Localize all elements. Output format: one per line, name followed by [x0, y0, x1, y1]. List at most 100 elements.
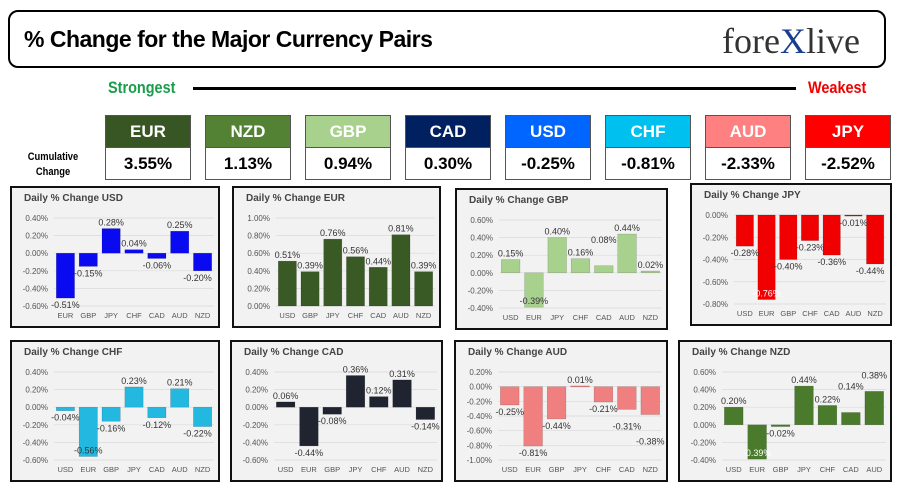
y-tick-label: 0.20% [469, 368, 492, 377]
data-label: 0.21% [167, 378, 193, 388]
y-tick-label: -0.40% [23, 438, 48, 447]
y-tick-label: -0.60% [243, 456, 268, 465]
currency-name: CAD [405, 115, 491, 148]
bar [124, 249, 144, 254]
bar [770, 424, 791, 427]
x-tick-label: JPY [326, 311, 340, 320]
bar [124, 386, 144, 408]
currency-box-usd: USD -0.25% [505, 115, 591, 180]
chart-eur: Daily % Change EUR 0.00% 0.20% 0.40% 0.60% 0.… [232, 186, 441, 328]
y-tick-label: -0.60% [23, 456, 48, 465]
bar [546, 386, 567, 420]
currency-name: USD [505, 115, 591, 148]
x-tick-label: JPY [550, 313, 564, 322]
data-label: 0.01% [567, 375, 593, 385]
chart-chf: Daily % Change CHF -0.60% -0.40% -0.20% 0.00… [10, 340, 220, 482]
x-tick-label: USD [503, 313, 519, 322]
x-tick-label: GBP [324, 465, 340, 474]
currency-box-nzd: NZD 1.13% [205, 115, 291, 180]
currency-cumulative-value: -2.52% [805, 148, 891, 180]
data-label: -0.04% [51, 413, 80, 423]
bar [193, 406, 212, 427]
x-tick-label: GBP [80, 311, 96, 320]
chart-aud: Daily % Change AUD -1.00% -0.80% -0.60% -0.4… [454, 340, 668, 482]
x-tick-label: USD [737, 309, 753, 318]
x-tick-label: NZD [643, 313, 659, 322]
x-tick-label: AUD [172, 465, 188, 474]
y-tick-label: -0.40% [691, 456, 716, 465]
x-tick-label: CHF [596, 465, 612, 474]
x-tick-label: JPY [573, 465, 587, 474]
x-tick-label: USD [279, 311, 295, 320]
y-tick-label: -0.60% [703, 278, 728, 287]
bar [368, 267, 388, 307]
bar [724, 406, 744, 426]
y-tick-label: -0.40% [23, 284, 48, 293]
data-label: -0.14% [411, 422, 440, 432]
data-label: 0.16% [568, 248, 594, 258]
x-tick-label: CHF [573, 313, 589, 322]
chart-jpy: Daily % Change JPY -0.80% -0.60% -0.40% -0.2… [690, 183, 892, 326]
data-label: 0.08% [591, 235, 617, 245]
bar [56, 252, 75, 299]
x-tick-label: JPY [104, 311, 118, 320]
y-tick-label: 0.00% [470, 269, 493, 278]
bar [392, 379, 412, 408]
currency-box-eur: EUR 3.55% [105, 115, 191, 180]
currency-cumulative-value: 3.55% [105, 148, 191, 180]
data-label: 0.22% [815, 394, 841, 404]
y-tick-label: 0.60% [693, 368, 716, 377]
currency-cumulative-value: 1.13% [205, 148, 291, 180]
bar [56, 406, 75, 411]
y-tick-label: 0.40% [470, 234, 493, 243]
bar [501, 259, 521, 274]
data-label: -0.22% [183, 429, 212, 439]
bar [593, 386, 614, 403]
x-tick-label: EUR [301, 465, 317, 474]
bar [147, 252, 167, 259]
bar [345, 375, 366, 408]
bar [78, 252, 98, 267]
y-tick-label: -1.00% [467, 456, 492, 465]
chart-cad: Daily % Change CAD -0.60% -0.40% -0.20% 0.00… [230, 340, 443, 482]
x-tick-label: NZD [643, 465, 659, 474]
currency-name: JPY [805, 115, 891, 148]
x-tick-label: USD [502, 465, 518, 474]
y-tick-label: -0.80% [467, 441, 492, 450]
data-label: -0.44% [295, 448, 324, 458]
data-label: -0.06% [143, 260, 172, 270]
bar [299, 406, 319, 447]
bar [524, 272, 544, 308]
currency-name: EUR [105, 115, 191, 148]
x-tick-label: EUR [526, 313, 542, 322]
data-label: -0.23% [796, 243, 825, 253]
x-tick-label: NZD [416, 311, 432, 320]
x-tick-label: AUD [172, 311, 188, 320]
currency-cumulative-value: -0.25% [505, 148, 591, 180]
y-tick-label: -0.40% [703, 256, 728, 265]
y-tick-label: -0.60% [23, 302, 48, 311]
chart-nzd: Daily % Change NZD -0.40% -0.20% 0.00% 0.20%… [678, 340, 892, 482]
chart-title: Daily % Change USD [24, 193, 123, 204]
y-tick-label: 0.20% [470, 251, 493, 260]
data-label: -0.56% [74, 445, 103, 455]
y-tick-label: 0.40% [245, 368, 268, 377]
y-tick-label: 1.00% [247, 214, 270, 223]
x-tick-label: JPY [349, 465, 363, 474]
y-tick-label: -0.20% [691, 438, 716, 447]
chart-title: Daily % Change NZD [692, 347, 791, 358]
y-tick-label: 0.20% [693, 403, 716, 412]
data-label: 0.12% [366, 386, 392, 396]
data-label: 0.39% [411, 261, 437, 271]
weakest-label: Weakest [808, 78, 867, 97]
x-tick-label: USD [58, 465, 74, 474]
chart-title: Daily % Change CAD [244, 347, 344, 358]
bar [640, 386, 660, 415]
data-label: -0.08% [318, 416, 347, 426]
currency-name: CHF [605, 115, 691, 148]
data-label: 0.14% [838, 381, 864, 391]
y-tick-label: 0.00% [469, 383, 492, 392]
y-tick-label: 0.20% [25, 386, 48, 395]
data-label: -0.51% [51, 300, 80, 310]
bar [78, 406, 98, 457]
